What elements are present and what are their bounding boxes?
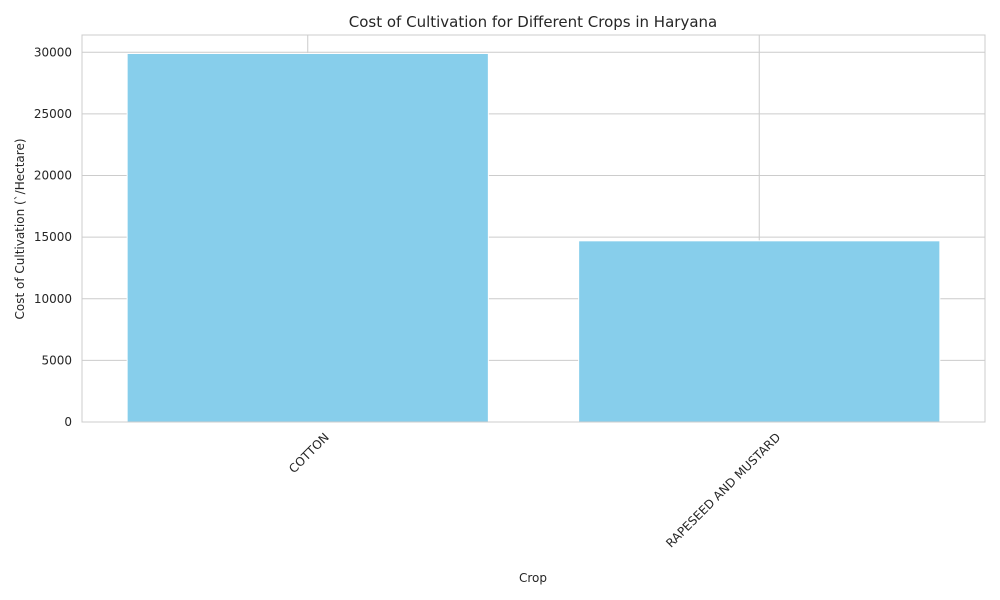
- y-tick-label: 10000: [34, 292, 72, 306]
- x-tick-labels: COTTON RAPESEED AND MUSTARD: [286, 430, 783, 550]
- bar-cotton: [126, 52, 489, 423]
- bar-rapeseed-and-mustard: [578, 240, 941, 423]
- x-tick-label: COTTON: [286, 430, 332, 476]
- y-tick-label: 15000: [34, 230, 72, 244]
- y-tick-label: 25000: [34, 107, 72, 121]
- bars-layer: [126, 52, 941, 423]
- y-tick-label: 20000: [34, 169, 72, 183]
- y-tick-label: 30000: [34, 45, 72, 59]
- chart-title: Cost of Cultivation for Different Crops …: [349, 13, 717, 31]
- x-axis-label: Crop: [519, 571, 547, 585]
- x-tick-label: RAPESEED AND MUSTARD: [663, 430, 783, 550]
- plot-frame: [81, 34, 986, 423]
- y-tick-label: 5000: [41, 353, 72, 367]
- y-tick-labels: 0 5000 10000 15000 20000 25000 30000: [34, 45, 72, 429]
- y-axis-label: Cost of Cultivation (`/Hectare): [13, 138, 27, 319]
- y-tick-label: 0: [64, 415, 72, 429]
